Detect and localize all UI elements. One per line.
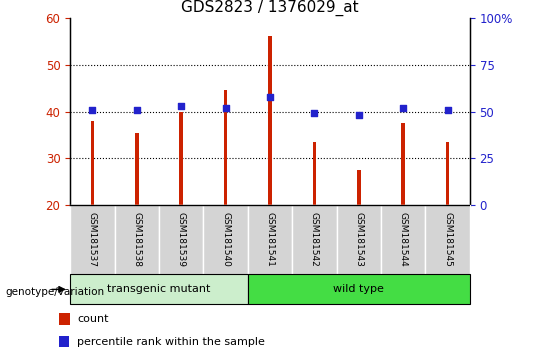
Point	[354, 113, 363, 118]
Bar	[135, 133, 139, 205]
Bar	[204, 205, 248, 276]
Point	[88, 107, 97, 113]
Text: wild type: wild type	[333, 284, 384, 295]
Text: GSM181542: GSM181542	[310, 212, 319, 267]
Bar	[91, 121, 94, 205]
Bar	[159, 205, 204, 276]
Bar	[59, 313, 70, 325]
Bar	[70, 205, 114, 276]
Bar	[426, 205, 470, 276]
Bar	[248, 205, 292, 276]
Bar	[381, 205, 426, 276]
Text: GSM181544: GSM181544	[399, 212, 408, 267]
Text: percentile rank within the sample: percentile rank within the sample	[77, 337, 265, 347]
Bar	[70, 274, 248, 304]
Point	[266, 94, 274, 99]
Text: transgenic mutant: transgenic mutant	[107, 284, 211, 295]
Point	[132, 107, 141, 113]
Bar	[179, 112, 183, 205]
Text: GSM181543: GSM181543	[354, 212, 363, 267]
Bar	[357, 170, 361, 205]
Text: GSM181545: GSM181545	[443, 212, 452, 267]
Text: GSM181539: GSM181539	[177, 212, 186, 267]
Bar	[313, 142, 316, 205]
Bar	[446, 142, 449, 205]
Point	[310, 110, 319, 116]
Bar	[401, 123, 405, 205]
Text: genotype/variation: genotype/variation	[5, 287, 105, 297]
Bar	[224, 90, 227, 205]
Point	[443, 107, 452, 113]
Text: GSM181541: GSM181541	[266, 212, 274, 267]
Text: GSM181537: GSM181537	[88, 212, 97, 267]
Text: count: count	[77, 314, 109, 324]
Bar	[114, 205, 159, 276]
Bar	[59, 336, 69, 347]
Point	[177, 103, 186, 109]
Point	[399, 105, 408, 110]
Text: GSM181538: GSM181538	[132, 212, 141, 267]
Bar	[336, 205, 381, 276]
Title: GDS2823 / 1376029_at: GDS2823 / 1376029_at	[181, 0, 359, 16]
Bar	[268, 36, 272, 205]
Text: GSM181540: GSM181540	[221, 212, 230, 267]
Point	[221, 105, 230, 110]
Bar	[248, 274, 470, 304]
Bar	[292, 205, 336, 276]
